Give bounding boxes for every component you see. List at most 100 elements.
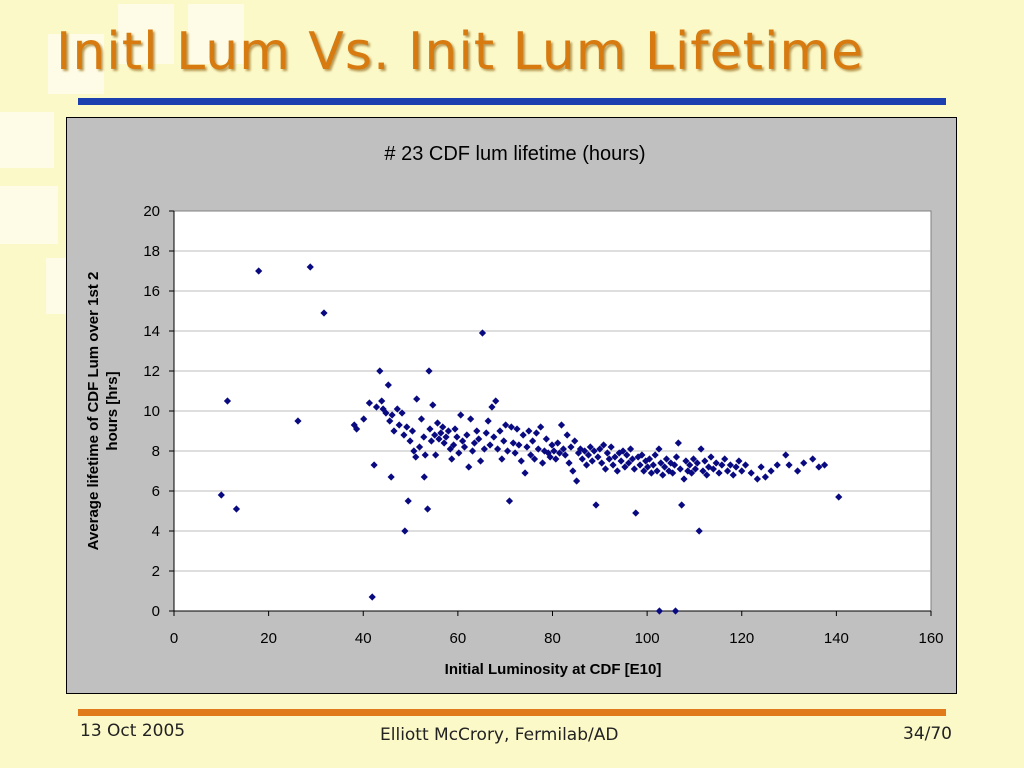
data-point <box>294 417 302 425</box>
data-point <box>630 465 638 473</box>
chart-title: # 23 CDF lum lifetime (hours) <box>384 143 645 165</box>
y-tick-label: 16 <box>143 283 160 300</box>
data-point <box>484 417 492 425</box>
data-point <box>492 397 500 405</box>
data-point <box>529 437 537 445</box>
data-point <box>534 445 542 453</box>
y-axis-label-line1: Average lifetime of CDF Lum over 1st 2 <box>85 272 102 551</box>
data-point <box>496 427 504 435</box>
data-point <box>420 473 428 481</box>
data-point <box>617 457 625 465</box>
x-tick-label: 80 <box>544 630 561 647</box>
data-point <box>569 467 577 475</box>
data-point <box>473 427 481 435</box>
data-point <box>420 433 428 441</box>
data-point <box>463 431 471 439</box>
data-point <box>448 455 456 463</box>
background-square <box>0 186 58 244</box>
data-point <box>538 459 547 467</box>
data-point <box>651 451 659 459</box>
data-point <box>437 429 445 437</box>
x-tick-label: 140 <box>824 630 849 647</box>
data-point <box>459 437 467 445</box>
y-tick-label: 18 <box>143 243 160 260</box>
data-point <box>507 423 515 431</box>
background-square <box>46 258 66 314</box>
data-point <box>559 445 567 453</box>
data-point <box>415 443 424 451</box>
data-point <box>735 457 743 465</box>
data-point <box>509 439 517 447</box>
data-point <box>505 497 514 505</box>
data-point <box>398 409 406 417</box>
data-point <box>527 451 535 459</box>
y-tick-label: 0 <box>152 603 160 620</box>
data-point <box>653 467 661 475</box>
data-point <box>423 505 432 513</box>
data-point <box>680 475 688 483</box>
data-point <box>689 455 698 463</box>
data-point <box>468 447 477 455</box>
data-point <box>578 455 586 463</box>
gridlines <box>174 250 931 572</box>
data-point <box>442 433 450 441</box>
data-point <box>678 501 686 509</box>
data-point <box>584 451 593 459</box>
background-square <box>0 112 54 168</box>
data-point <box>393 405 401 413</box>
axes: 0 2 4 6 8 10 12 14 16 18 20 0 20 40 60 80 100 120 140 160 <box>143 203 943 647</box>
data-point <box>701 457 709 465</box>
data-point <box>546 453 554 461</box>
data-point <box>619 447 627 455</box>
data-point <box>217 491 225 499</box>
y-tick-label: 14 <box>143 323 160 340</box>
data-point <box>638 451 646 459</box>
data-point <box>223 397 232 405</box>
data-point <box>390 427 398 435</box>
data-point <box>586 443 594 451</box>
data-point <box>590 447 598 455</box>
data-point <box>761 473 770 481</box>
data-point <box>729 471 737 479</box>
y-tick-label: 8 <box>152 443 160 460</box>
data-point <box>470 439 479 447</box>
data-point <box>609 461 617 469</box>
data-point <box>427 437 435 445</box>
data-point <box>532 429 541 437</box>
data-point <box>782 451 790 459</box>
data-point <box>643 463 652 471</box>
data-point <box>372 403 381 411</box>
data-point <box>370 461 378 469</box>
data-point <box>530 455 539 463</box>
data-point <box>388 411 396 419</box>
data-point <box>603 449 611 457</box>
y-tick-label: 2 <box>152 563 160 580</box>
data-point <box>732 463 740 471</box>
data-point <box>605 455 613 463</box>
data-point <box>457 411 465 419</box>
data-point <box>697 445 705 453</box>
data-point <box>453 433 461 441</box>
data-point <box>718 461 726 469</box>
data-point <box>365 399 374 407</box>
data-point <box>665 467 673 475</box>
footer-page-number: 34/70 <box>903 724 952 744</box>
data-point <box>785 461 793 469</box>
data-point <box>607 443 615 451</box>
data-point <box>406 437 414 445</box>
slide-title: Initl Lum Vs. Init Lum Lifetime <box>56 22 865 82</box>
data-point <box>693 459 701 467</box>
data-point <box>426 425 434 433</box>
data-point <box>476 457 485 465</box>
data-point <box>567 443 575 451</box>
scatter-chart: # 23 CDF lum lifetime (hours) 0 2 4 6 8 10 12 1… <box>85 143 944 678</box>
data-point <box>515 441 523 449</box>
data-point <box>753 475 761 483</box>
footer-author: Elliott McCrory, Fermilab/AD <box>380 725 619 745</box>
background-square <box>188 4 244 64</box>
data-point <box>655 445 663 453</box>
data-point <box>636 461 644 469</box>
footer-date: 13 Oct 2005 <box>80 721 186 741</box>
data-point <box>757 463 765 471</box>
data-point <box>695 527 703 535</box>
